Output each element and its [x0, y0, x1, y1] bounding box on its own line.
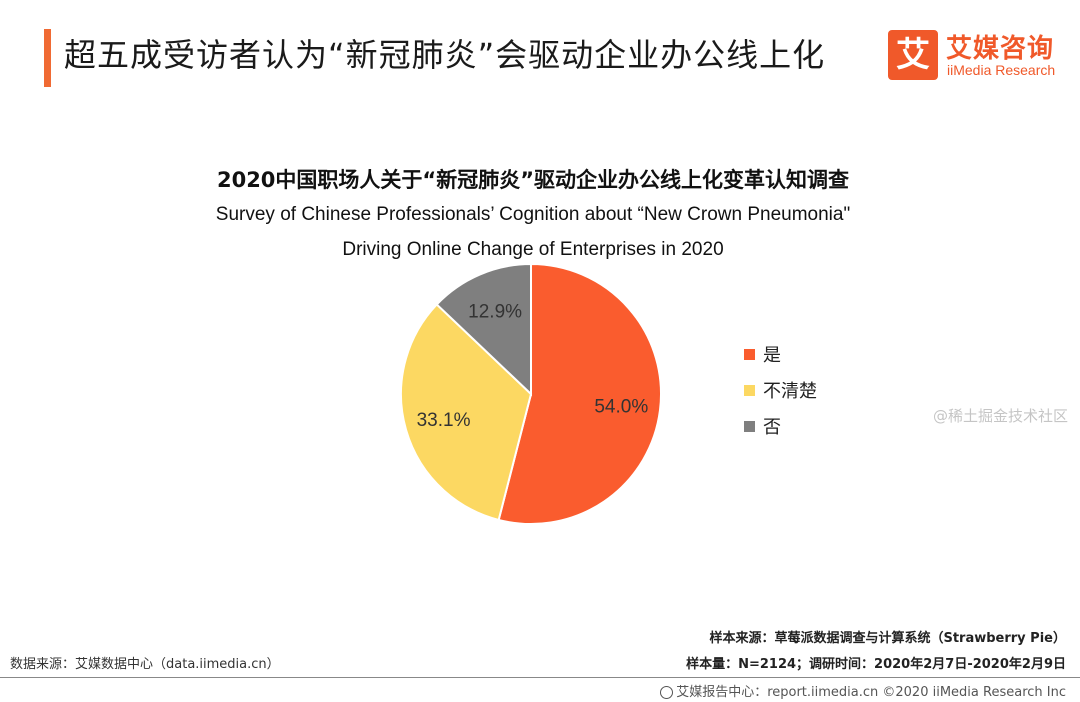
legend-swatch-yes — [744, 348, 755, 360]
slice-label-no: 12.9% — [468, 301, 522, 322]
report-center-text: 艾媒报告中心：report.iimedia.cn ©2020 iiMedia R… — [676, 685, 1066, 700]
logo-mark: 艾 — [888, 30, 938, 80]
page-title: 超五成受访者认为“新冠肺炎”会驱动企业办公线上化 — [64, 36, 826, 74]
pie-slice-unclear — [400, 303, 533, 522]
legend-swatch-unclear — [744, 384, 755, 396]
pie-slice-no — [435, 262, 532, 397]
chart-legend: 是 不清楚 否 — [744, 336, 817, 444]
legend-item-no: 否 — [744, 408, 817, 444]
chart-subtitle-line2: Driving Online Change of Enterprises in … — [342, 239, 724, 260]
slice-label-yes: 54.0% — [594, 396, 648, 417]
legend-swatch-no — [744, 420, 755, 432]
data-source: 数据来源：艾媒数据中心（data.iimedia.cn） — [10, 657, 280, 672]
logo-text-en: iiMedia Research — [947, 62, 1056, 78]
legend-label-yes: 是 — [763, 345, 781, 366]
brand-logo: 艾 艾媒咨询 iiMedia Research — [888, 30, 1064, 82]
slice-label-unclear: 33.1% — [417, 410, 471, 431]
legend-label-no: 否 — [763, 417, 781, 438]
legend-label-unclear: 不清楚 — [763, 381, 817, 402]
logo-text-cn: 艾媒咨询 — [946, 34, 1055, 64]
report-center: 艾媒报告中心：report.iimedia.cn ©2020 iiMedia R… — [660, 681, 1066, 700]
globe-icon — [660, 686, 674, 699]
legend-item-unclear: 不清楚 — [744, 372, 817, 408]
chart-title: 2020中国职场人关于“新冠肺炎”驱动企业办公线上化变革认知调查 — [216, 168, 850, 192]
sample-source: 样本来源：草莓派数据调查与计算系统（Strawberry Pie） — [709, 631, 1066, 646]
pie-slice-yes — [497, 262, 662, 525]
chart-subtitle-line1: Survey of Chinese Professionals’ Cogniti… — [215, 204, 851, 225]
legend-item-yes: 是 — [744, 336, 817, 372]
title-accent-bar — [44, 29, 51, 87]
footer-divider — [0, 677, 1080, 678]
watermark: @稀土掘金技术社区 — [932, 407, 1068, 425]
sample-info: 样本量：N=2124；调研时间：2020年2月7日-2020年2月9日 — [686, 657, 1066, 672]
